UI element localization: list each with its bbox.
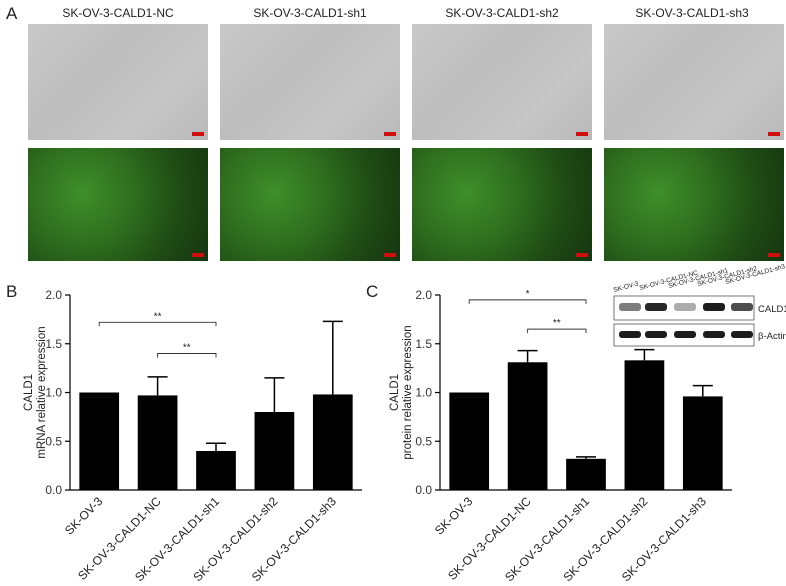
significance-bracket [157, 353, 217, 358]
significance-bracket [468, 299, 587, 304]
actin-band [674, 331, 696, 338]
y-tick-label: 1.5 [415, 337, 432, 351]
image-label-sh3: SK-OV-3-CALD1-sh3 [635, 6, 749, 20]
y-tick-label: 1.0 [415, 386, 432, 400]
y-axis-label: CALD1 [389, 374, 401, 411]
significance-label: ** [183, 343, 191, 354]
panel-b-letter: B [6, 282, 18, 301]
blot-label-cald1: CALD1 [758, 304, 786, 315]
y-tick-label: 0.0 [415, 483, 432, 497]
brightfield-image-nc [28, 24, 208, 140]
chart-c: 0.0 0.5 1.0 1.5 2.0 CALD1 protein relative exp… [389, 288, 732, 584]
actin-band [645, 331, 667, 338]
cald1-band [703, 303, 725, 311]
blot-label-actin: β-Actin [758, 331, 786, 342]
brightfield-image-sh1 [220, 24, 400, 140]
bar [624, 360, 665, 490]
cald1-band [674, 303, 696, 311]
y-tick-label: 2.0 [45, 288, 62, 302]
panel-a-letter: A [6, 4, 18, 23]
bar [682, 396, 723, 490]
y-tick-label: 1.5 [45, 337, 62, 351]
x-tick-label: SK-OV-3 [62, 494, 106, 538]
fluorescence-image-sh1 [220, 148, 400, 261]
actin-band [703, 331, 725, 338]
y-axis-label: CALD1 [23, 374, 35, 411]
image-label-sh1: SK-OV-3-CALD1-sh1 [253, 6, 367, 20]
bar [196, 451, 236, 490]
y-axis-label: mRNA relative expression [36, 326, 48, 458]
western-blot: SK-OV-3 SK-OV-3-CALD1-NCSK-OV-3-CALD1-sh1… [613, 263, 786, 347]
significance-label: ** [154, 311, 162, 322]
fluorescence-image-sh2 [412, 148, 592, 261]
bar [566, 458, 606, 490]
significance-label: ** [553, 318, 561, 329]
chart-b: 0.0 0.5 1.0 1.5 2.0 CALD1 mRNA relative expres… [23, 288, 362, 584]
cald1-band [619, 303, 641, 311]
y-tick-label: 0.5 [415, 434, 432, 448]
blot-lane-label: SK-OV-3 [613, 280, 640, 293]
bar [507, 362, 548, 490]
y-tick-label: 1.0 [45, 386, 62, 400]
fluorescence-image-nc [28, 148, 208, 261]
y-tick-label: 2.0 [415, 288, 432, 302]
y-axis-label: protein relative expression [402, 325, 414, 459]
image-label-sh2: SK-OV-3-CALD1-sh2 [445, 6, 559, 20]
y-tick-label: 0.0 [45, 483, 62, 497]
bar [312, 394, 353, 490]
bar [79, 392, 120, 490]
image-label-nc: SK-OV-3-CALD1-NC [62, 6, 174, 20]
actin-band [619, 331, 641, 338]
panel-c-letter: C [366, 282, 379, 301]
significance-bracket [98, 321, 217, 327]
y-tick-label: 0.5 [45, 434, 62, 448]
bar [254, 412, 295, 490]
western-blot-group: SK-OV-3 SK-OV-3-CALD1-NCSK-OV-3-CALD1-sh1… [613, 263, 786, 347]
actin-band [731, 331, 753, 338]
cald1-band [645, 303, 667, 311]
x-tick-label: SK-OV-3 [432, 494, 476, 538]
significance-bracket [527, 328, 587, 334]
bar [449, 392, 490, 490]
cald1-band [731, 303, 753, 311]
brightfield-image-sh3 [604, 24, 784, 140]
brightfield-image-sh2 [412, 24, 592, 140]
chart-b-plot: 0.0 0.5 1.0 1.5 2.0 CALD1 mRNA relative expres… [23, 288, 362, 584]
significance-label: * [526, 289, 530, 300]
fluorescence-image-sh3 [604, 148, 784, 261]
bar [137, 395, 178, 490]
